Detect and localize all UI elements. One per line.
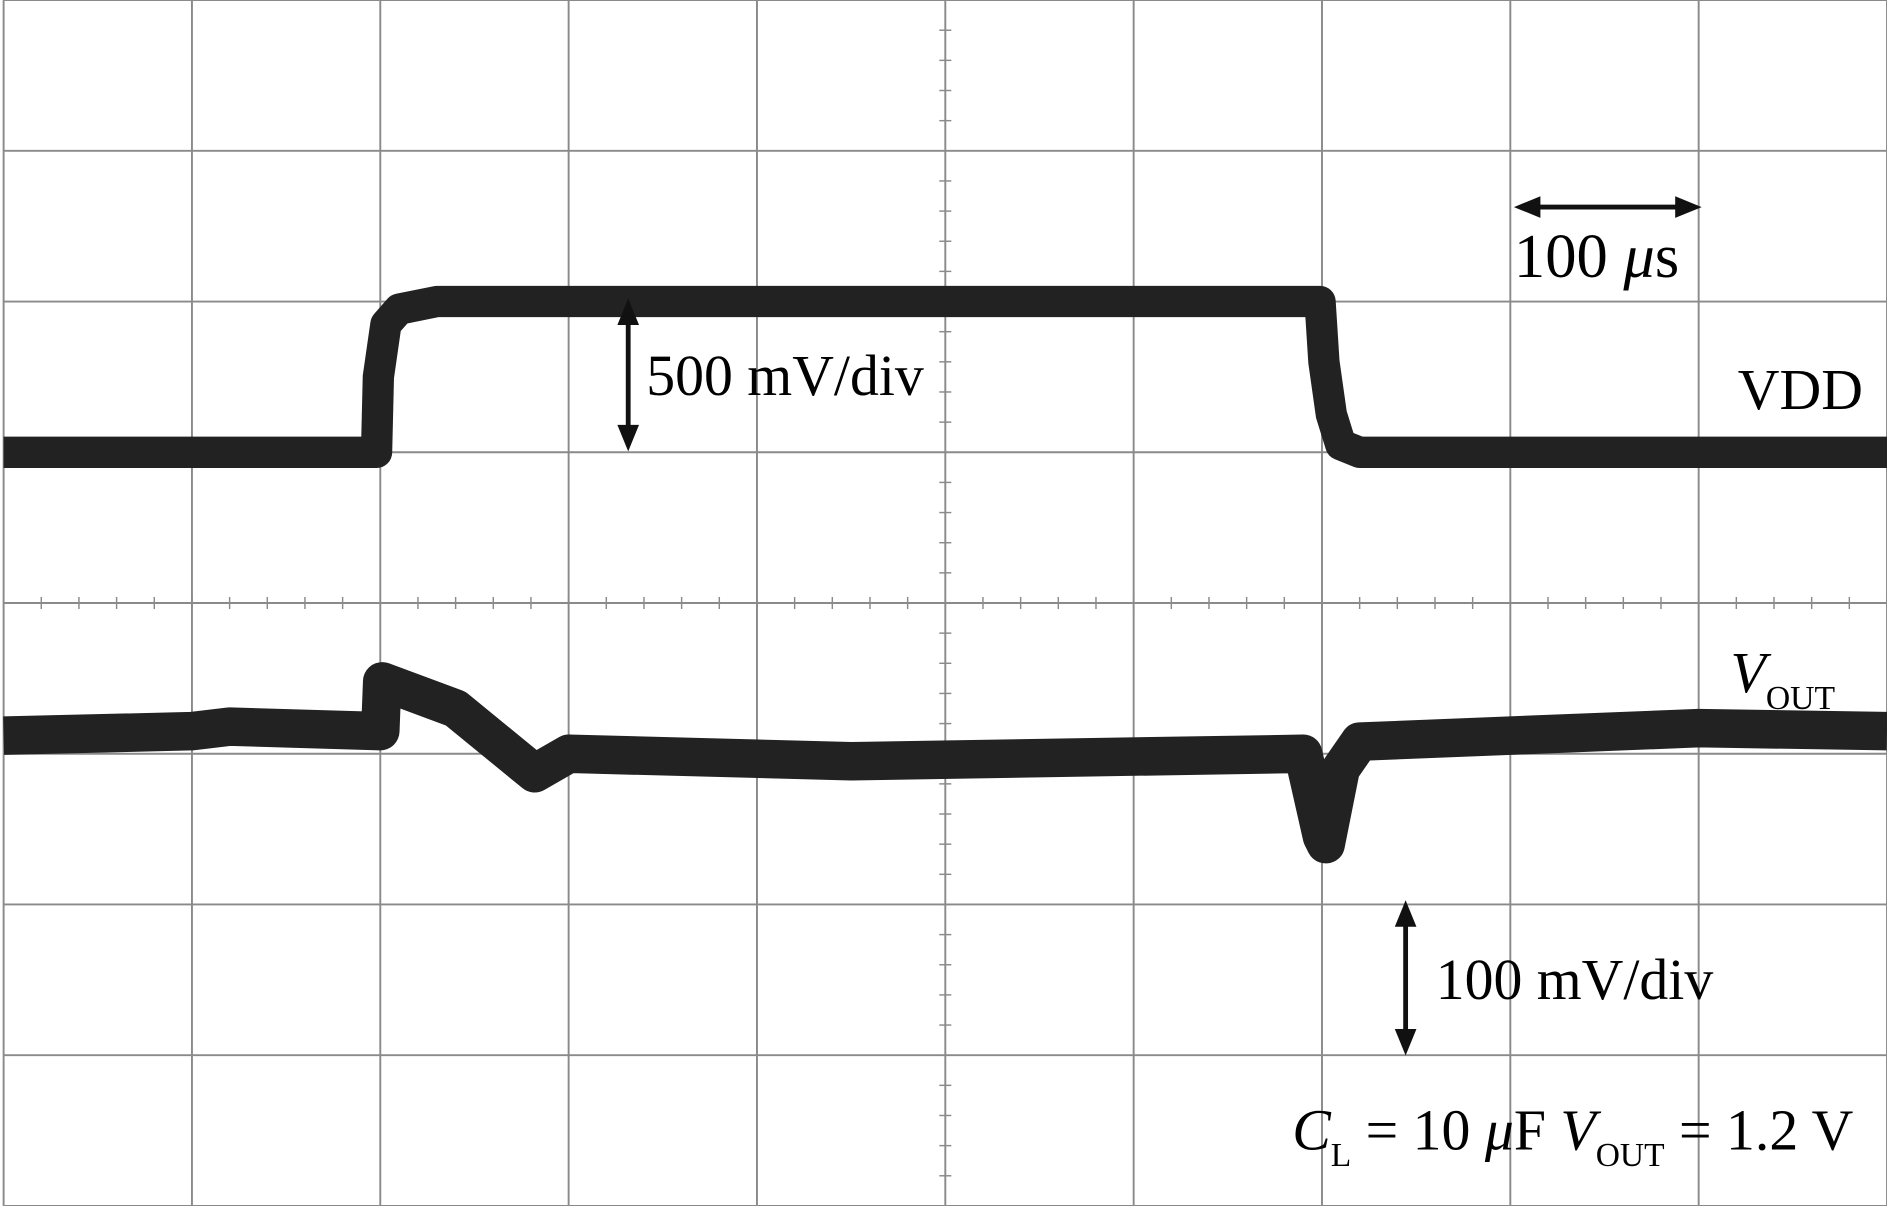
- annotation-run: = 1.2 V: [1665, 1099, 1854, 1162]
- trace: [3, 285, 1887, 468]
- annotation-run: F: [1514, 1099, 1561, 1162]
- arrow-head: [1394, 1029, 1417, 1056]
- arrow-head: [617, 424, 640, 452]
- annotation: 100 μs: [1514, 221, 1679, 291]
- annotation-run: μ: [1484, 1099, 1514, 1162]
- annotation-run: μ: [1622, 221, 1654, 291]
- trace: [3, 662, 1887, 864]
- annotation-run: = 10: [1351, 1099, 1485, 1162]
- arrow-head: [1394, 900, 1417, 927]
- annotation: 500 mV/div: [646, 345, 924, 408]
- annotation-run: L: [1331, 1137, 1351, 1174]
- series-label: VOUT: [1731, 642, 1836, 717]
- arrows: [617, 196, 1702, 1056]
- annotation-run: 100: [1514, 221, 1623, 291]
- annotation-run: V: [1560, 1099, 1601, 1162]
- arrow-head: [1513, 196, 1541, 218]
- traces: [3, 285, 1887, 864]
- annotation: CL = 10 μF VOUT = 1.2 V: [1292, 1099, 1853, 1174]
- annotation: 100 mV/div: [1436, 949, 1714, 1012]
- series-label: VDD: [1738, 359, 1863, 422]
- annotation-run: s: [1655, 221, 1679, 291]
- annotation-run: OUT: [1596, 1137, 1665, 1174]
- annotation-run: C: [1292, 1099, 1332, 1162]
- arrow-head: [617, 298, 640, 326]
- arrow-head: [1675, 196, 1702, 218]
- annotation-run: 100 mV/div: [1436, 949, 1714, 1012]
- annotation-run: 500 mV/div: [646, 345, 924, 408]
